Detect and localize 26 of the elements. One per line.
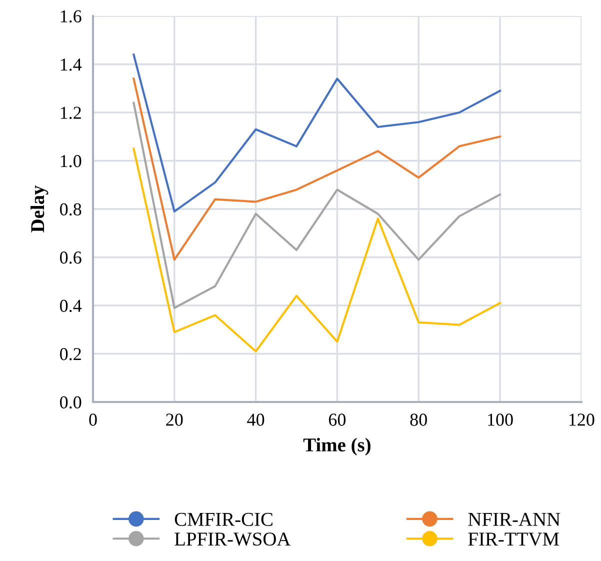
x-tick-label: 80 [410, 414, 427, 426]
y-tick-label: 0.2 [60, 348, 81, 360]
y-tick-label: 1.0 [60, 155, 82, 168]
legend-label: CMFIR-CIC [174, 512, 272, 526]
line-series [132, 102, 502, 309]
x-tick-label: 40 [247, 414, 264, 426]
x-tick-label: 60 [328, 414, 346, 426]
x-axis-title: Time (s) [303, 438, 370, 456]
legend-label: LPFIR-WSOA [174, 532, 291, 546]
y-tick-label: 0.4 [60, 300, 82, 312]
y-tick-label: 1.4 [60, 58, 82, 71]
x-tick-label: 20 [166, 414, 183, 426]
y-tick-label: 0.6 [60, 252, 82, 264]
x-tick-label: 120 [569, 414, 594, 426]
legend-label: NFIR-ANN [468, 512, 560, 526]
y-tick-label: 0.0 [60, 396, 82, 409]
y-tick-label: 0.8 [60, 203, 82, 216]
y-tick-label: 1.6 [60, 10, 82, 23]
y-axis-title: Delay [30, 185, 48, 232]
legend-label: FIR-TTVM [468, 532, 559, 546]
x-tick-label: 100 [488, 414, 513, 426]
x-tick-label: 0 [89, 414, 97, 426]
line-series [132, 54, 502, 212]
line-series [132, 148, 502, 352]
line-series [132, 78, 502, 261]
y-tick-label: 1.2 [60, 106, 81, 120]
